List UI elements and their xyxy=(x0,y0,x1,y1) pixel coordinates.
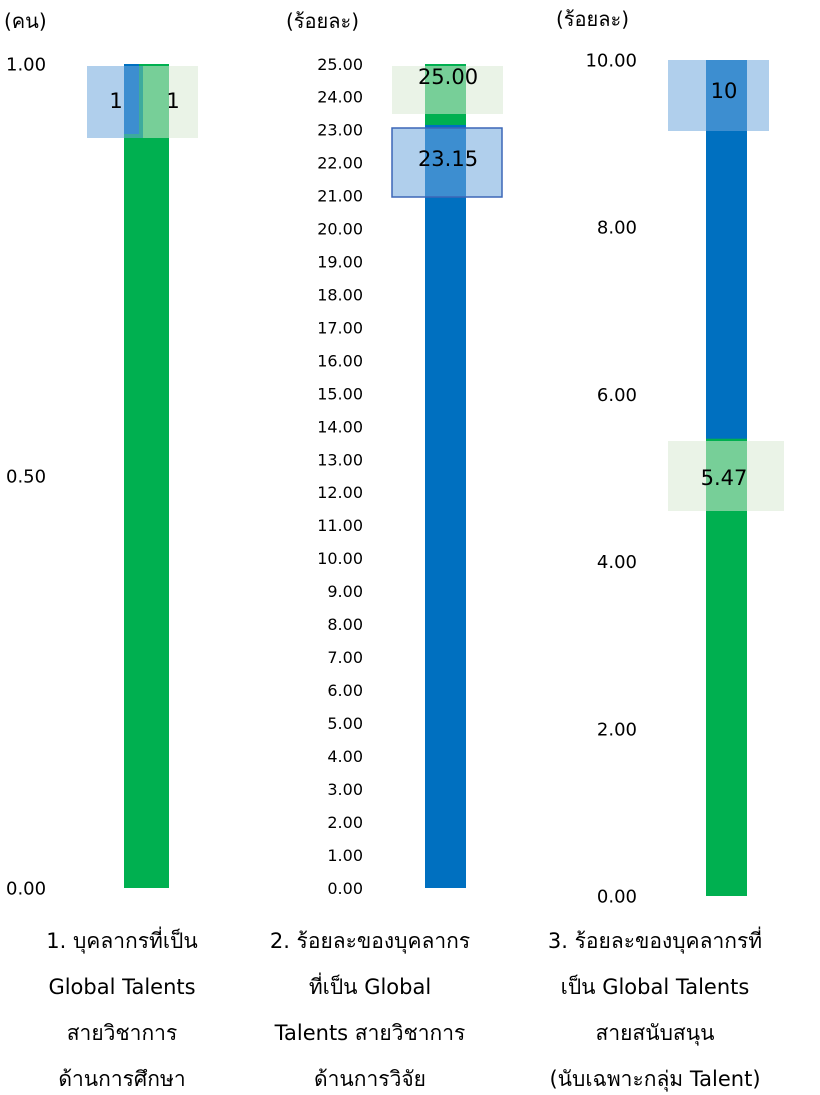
data-label: 10 xyxy=(711,79,738,103)
data-label: 1 xyxy=(109,89,122,113)
chart-caption-line: Global Talents xyxy=(48,975,195,999)
y-tick-label: 4.00 xyxy=(597,552,637,573)
unit-label: (คน) xyxy=(4,9,47,33)
y-tick-label: 12.00 xyxy=(317,483,363,502)
chart-1: (คน) 0.00 0.50 1.00 1 1 1. บุคลากรที่เป็น Globa… xyxy=(4,9,198,1091)
y-tick-label: 20.00 xyxy=(317,220,363,239)
data-label: 23.15 xyxy=(418,147,478,171)
data-label: 5.47 xyxy=(701,466,748,490)
y-tick-label: 6.00 xyxy=(327,681,363,700)
y-tick-label: 7.00 xyxy=(327,648,363,667)
bar xyxy=(124,134,169,888)
chart-3: (ร้อยละ) 0.00 2.00 4.00 6.00 8.00 10.00 10 5.47 3… xyxy=(548,7,784,1092)
y-tick-label: 17.00 xyxy=(317,318,363,337)
y-tick-label: 1.00 xyxy=(327,846,363,865)
chart-caption-line: ด้านการวิจัย xyxy=(314,1067,426,1091)
unit-label: (ร้อยละ) xyxy=(556,7,629,31)
chart-caption-line: 2. ร้อยละของบุคลากร xyxy=(270,929,470,954)
y-tick-label: 11.00 xyxy=(317,516,363,535)
chart-caption-line: ด้านการศึกษา xyxy=(58,1067,185,1091)
bar xyxy=(425,124,466,888)
chart-caption-line: Talents สายวิชาการ xyxy=(274,1021,466,1045)
y-tick-label: 2.00 xyxy=(327,813,363,832)
y-tick-label: 8.00 xyxy=(597,218,637,239)
unit-label: (ร้อยละ) xyxy=(286,9,359,33)
data-label-box xyxy=(668,441,784,511)
y-tick-label: 18.00 xyxy=(317,285,363,304)
data-label-box xyxy=(392,66,503,114)
y-tick-label: 14.00 xyxy=(317,417,363,436)
chart-caption-line: เป็น Global Talents xyxy=(561,973,750,999)
data-label-box xyxy=(87,66,143,138)
data-label: 25.00 xyxy=(418,65,478,89)
y-tick-label: 6.00 xyxy=(597,385,637,406)
y-tick-label: 2.00 xyxy=(597,719,637,740)
data-label: 1 xyxy=(166,89,179,113)
y-tick-label: 10.00 xyxy=(585,50,637,71)
y-tick-label: 22.00 xyxy=(317,154,363,173)
chart-caption-line: ที่เป็น Global xyxy=(309,972,431,999)
data-label-box xyxy=(143,66,198,138)
y-tick-label: 10.00 xyxy=(317,549,363,568)
data-label-box xyxy=(391,127,503,198)
data-label-box xyxy=(668,60,769,131)
y-tick-label: 16.00 xyxy=(317,351,363,370)
bar xyxy=(706,438,747,896)
y-tick-label: 19.00 xyxy=(317,253,363,272)
y-tick-label: 24.00 xyxy=(317,88,363,107)
y-tick-label: 8.00 xyxy=(327,615,363,634)
chart-caption-line: 1. บุคลากรที่เป็น xyxy=(46,926,197,954)
y-tick-label: 21.00 xyxy=(317,187,363,206)
y-tick-label: 0.00 xyxy=(327,879,363,898)
y-tick-label: 4.00 xyxy=(327,747,363,766)
chart-caption-line: สายวิชาการ xyxy=(67,1021,178,1045)
chart-2: (ร้อยละ) 0.00 1.00 2.00 3.00 4.00 5.00 6.00 7.00… xyxy=(270,9,503,1091)
chart-caption-line: (นับเฉพาะกลุ่ม Talent) xyxy=(549,1067,760,1092)
y-tick-label: 5.00 xyxy=(327,714,363,733)
chart-caption-line: สายสนับสนุน xyxy=(596,1021,715,1046)
y-tick-label: 23.00 xyxy=(317,121,363,140)
y-tick-label: 13.00 xyxy=(317,450,363,469)
chart-caption-line: 3. ร้อยละของบุคลากรที่ xyxy=(548,926,762,954)
y-tick-label: 15.00 xyxy=(317,384,363,403)
y-tick-label: 9.00 xyxy=(327,582,363,601)
y-tick-label: 3.00 xyxy=(327,780,363,799)
y-tick-label: 0.00 xyxy=(6,878,46,899)
y-tick-label: 0.00 xyxy=(597,886,637,907)
y-tick-label: 25.00 xyxy=(317,55,363,74)
y-tick-label: 0.50 xyxy=(6,466,46,487)
y-tick-label: 1.00 xyxy=(6,54,46,75)
